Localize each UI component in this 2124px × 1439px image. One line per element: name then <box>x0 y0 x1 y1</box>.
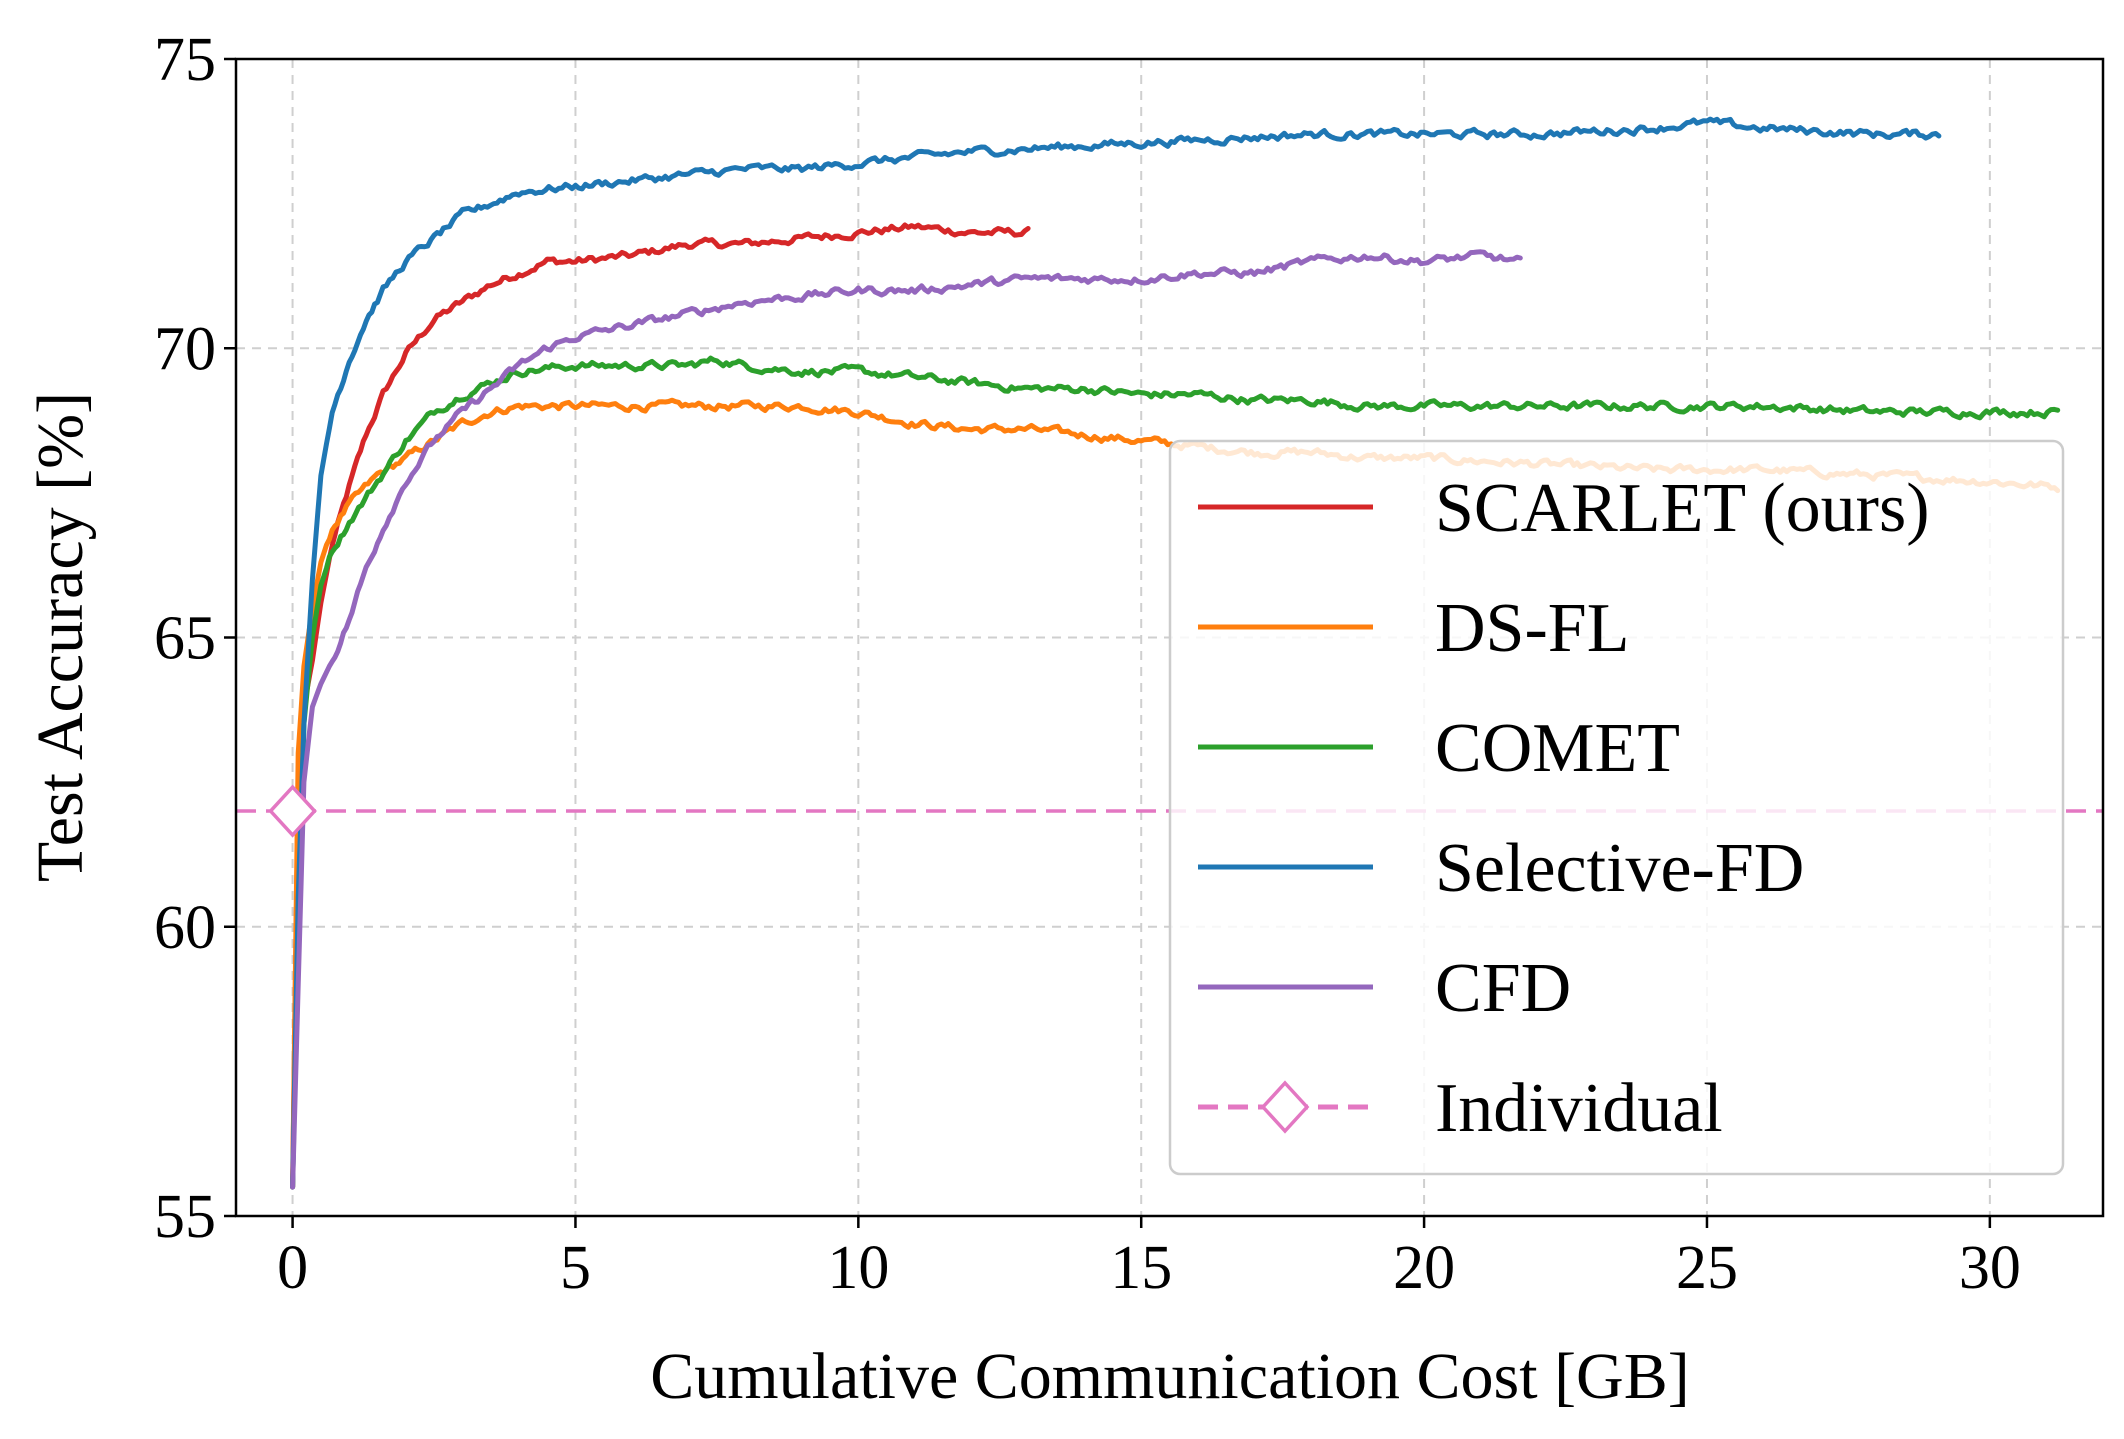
x-tick-label: 5 <box>560 1234 591 1302</box>
legend: SCARLET (ours) DS-FL COMET Selective-FD CFD I… <box>1168 439 2065 1176</box>
legend-box <box>1168 439 2065 1176</box>
x-tick-label: 25 <box>1676 1234 1738 1302</box>
series-line-comet <box>290 355 2061 1190</box>
y-tick-label: 75 <box>154 26 216 94</box>
legend-label: COMET <box>1435 710 1680 787</box>
legend-label: DS-FL <box>1435 590 1629 667</box>
x-axis-label: Cumulative Communication Cost [GB] <box>650 1340 1689 1413</box>
y-tick-label: 65 <box>154 605 216 673</box>
y-tick-label: 70 <box>154 315 216 383</box>
legend-marker <box>1260 1080 1310 1134</box>
series-line-scarlet-ours- <box>290 222 1031 1190</box>
legend-label: CFD <box>1435 950 1571 1027</box>
x-tick-label: 20 <box>1393 1234 1455 1302</box>
y-tick-label: 55 <box>154 1183 216 1251</box>
legend-label: Selective-FD <box>1435 830 1804 907</box>
x-tick-label: 0 <box>277 1234 308 1302</box>
y-tick-label: 60 <box>154 894 216 962</box>
y-axis-label: Test Accuracy [%] <box>24 392 97 882</box>
x-tick-label: 15 <box>1110 1234 1172 1302</box>
legend-label: Individual <box>1435 1070 1723 1147</box>
legend-label: SCARLET (ours) <box>1435 470 1930 547</box>
x-tick-label: 10 <box>827 1234 889 1302</box>
x-tick-label: 30 <box>1959 1234 2021 1302</box>
axis-ticks: 0 5 10 15 20 25 30 55 60 65 70 75 <box>154 26 2021 1302</box>
individual-marker <box>268 784 317 838</box>
series-line-selective-fd <box>290 116 1942 1190</box>
series-line-cfd <box>290 249 1523 1190</box>
